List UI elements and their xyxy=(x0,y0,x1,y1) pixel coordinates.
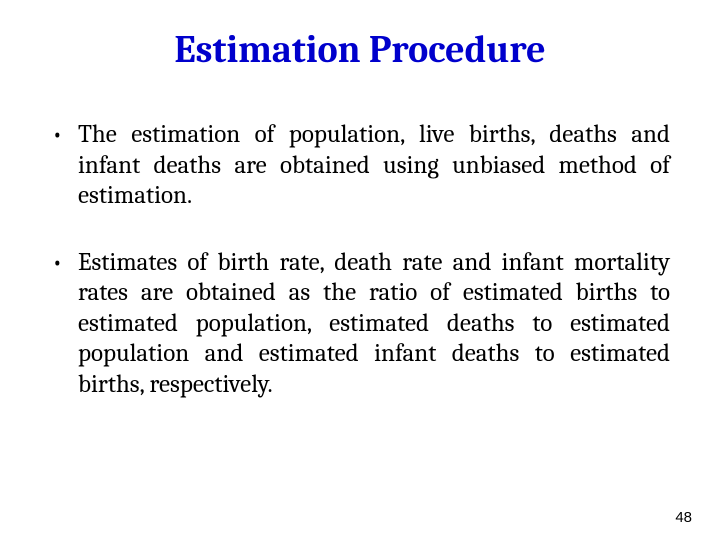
slide-container: Estimation Procedure The estimation of p… xyxy=(0,0,720,540)
bullet-list: The estimation of population, live birth… xyxy=(50,120,670,400)
page-number: 48 xyxy=(675,509,692,526)
slide-title: Estimation Procedure xyxy=(50,28,670,72)
bullet-item: The estimation of population, live birth… xyxy=(50,120,670,212)
bullet-item: Estimates of birth rate, death rate and … xyxy=(50,248,670,401)
